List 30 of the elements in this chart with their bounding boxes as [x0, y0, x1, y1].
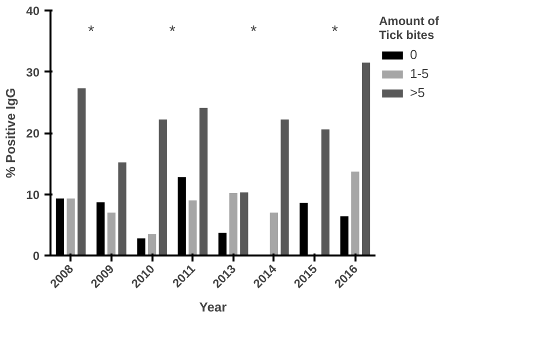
- legend-label: >5: [410, 85, 426, 100]
- bar: [240, 192, 248, 256]
- bar: [148, 234, 156, 256]
- bar: [118, 162, 126, 256]
- bar: [107, 212, 116, 256]
- bar: [229, 193, 238, 256]
- y-tick-label: 20: [26, 126, 40, 140]
- y-axis-title: % Positive IgG: [3, 88, 18, 178]
- bar: [351, 172, 360, 256]
- y-tick-label: 30: [26, 65, 40, 80]
- bar: [321, 129, 330, 256]
- bar: [280, 120, 289, 256]
- bar: [78, 88, 86, 256]
- bar: [362, 62, 370, 256]
- legend-title: Amount of Tick bites: [379, 14, 439, 42]
- y-tick-label: 40: [26, 4, 40, 18]
- bar: [188, 200, 197, 256]
- annotation: *: [332, 24, 338, 40]
- legend-label: 0: [410, 47, 418, 62]
- bar: [66, 198, 75, 256]
- annotation: *: [88, 24, 94, 40]
- bar: [270, 212, 278, 256]
- bar: [199, 108, 208, 256]
- x-axis-title: Year: [199, 300, 227, 315]
- bar: [158, 120, 167, 256]
- y-tick-label: 10: [26, 188, 40, 202]
- legend-label: 1-5: [410, 66, 430, 81]
- annotation: *: [250, 24, 257, 40]
- annotation: *: [169, 24, 176, 40]
- y-tick-label: 0: [32, 249, 40, 263]
